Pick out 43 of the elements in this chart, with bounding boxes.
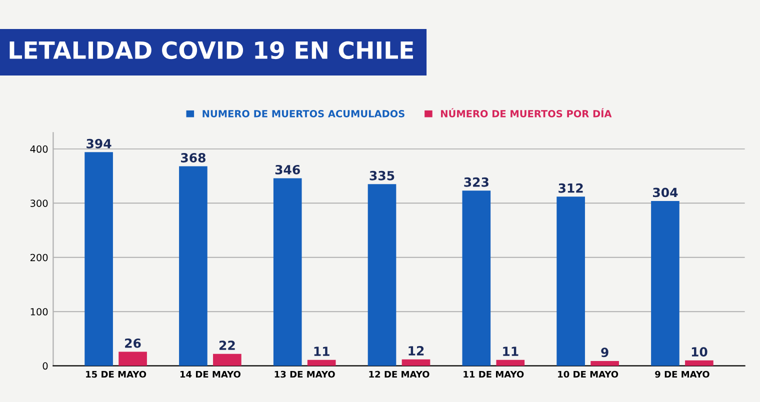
bar — [84, 152, 113, 366]
bar — [685, 360, 714, 366]
bar — [307, 360, 336, 366]
chart-title: LETALIDAD COVID 19 EN CHILE — [10, 41, 414, 60]
data-label: 12 — [408, 346, 424, 356]
data-label: 9 — [601, 348, 608, 358]
bar — [590, 360, 619, 366]
x-tick-label: 9 DE MAYO — [655, 370, 710, 378]
y-tick-label: 300 — [30, 200, 48, 207]
x-tick-label: 14 DE MAYO — [180, 370, 240, 378]
data-label: 11 — [503, 346, 518, 356]
y-tick-label: 200 — [30, 254, 48, 262]
data-label: 323 — [464, 177, 488, 187]
data-label: 11 — [314, 346, 330, 356]
x-tick-label: 15 DE MAYO — [86, 370, 146, 378]
bar — [368, 184, 396, 366]
bar — [402, 359, 430, 366]
y-tick-label: 0 — [42, 362, 48, 370]
bar — [556, 196, 585, 366]
bar — [273, 178, 302, 366]
x-tick-label: 12 DE MAYO — [369, 370, 430, 378]
data-label: 335 — [370, 170, 394, 180]
x-tick-label: 13 DE MAYO — [274, 370, 335, 378]
y-tick-label: 100 — [30, 308, 48, 316]
x-tick-label: 10 DE MAYO — [558, 370, 618, 378]
bar — [462, 190, 491, 366]
data-label: 22 — [219, 340, 235, 350]
legend-label: NUMERO DE MUERTOS ACUMULADOS — [202, 110, 404, 118]
data-label: 10 — [692, 347, 708, 357]
data-label: 394 — [86, 138, 112, 148]
data-label: 368 — [180, 153, 206, 162]
y-tick-label: 400 — [30, 145, 48, 153]
data-label: 346 — [275, 164, 300, 174]
data-label: 26 — [125, 338, 141, 348]
x-tick-label: 11 DE MAYO — [464, 370, 524, 378]
bar — [179, 166, 208, 366]
bar — [118, 352, 147, 366]
bar — [213, 354, 242, 366]
data-label: 312 — [558, 183, 583, 193]
data-label: 304 — [653, 188, 678, 198]
legend-label: NÚMERO DE MUERTOS POR DÍA — [441, 108, 612, 118]
bar — [496, 360, 525, 366]
bar — [651, 200, 680, 366]
